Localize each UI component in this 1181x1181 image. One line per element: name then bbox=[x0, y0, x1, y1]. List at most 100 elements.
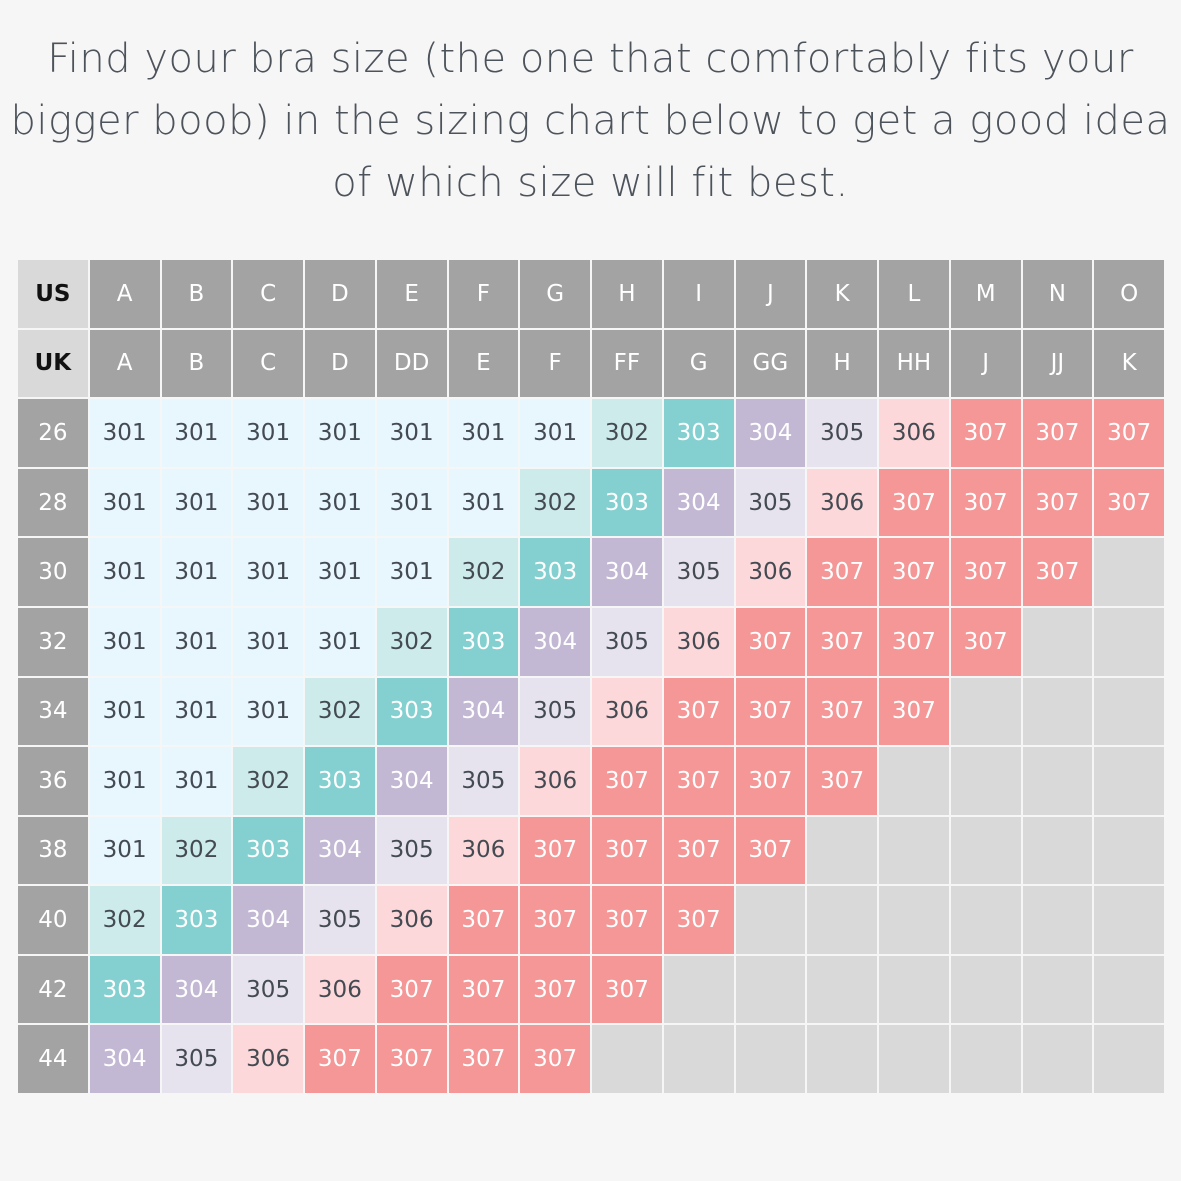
size-cell: 305 bbox=[663, 538, 734, 606]
size-cell: 307 bbox=[663, 816, 734, 885]
us-cup-header: L bbox=[879, 260, 949, 328]
size-cell: 307 bbox=[735, 607, 806, 676]
size-cell: 304 bbox=[448, 677, 519, 746]
size-cell: 303 bbox=[233, 816, 303, 885]
size-cell: 305 bbox=[807, 399, 877, 467]
size-cell: 307 bbox=[950, 399, 1021, 467]
size-cell: 304 bbox=[735, 399, 806, 467]
size-cell: 307 bbox=[879, 607, 949, 676]
empty-cell bbox=[879, 747, 949, 815]
size-cell: 307 bbox=[1022, 468, 1093, 537]
empty-cell bbox=[735, 955, 806, 1024]
uk-cup-header: FF bbox=[592, 329, 662, 398]
size-cell: 301 bbox=[233, 607, 303, 676]
empty-cell bbox=[807, 816, 877, 885]
size-cell: 304 bbox=[376, 747, 447, 815]
band-size-header: 34 bbox=[18, 677, 88, 746]
size-cell: 307 bbox=[592, 955, 662, 1024]
size-cell: 301 bbox=[233, 677, 303, 746]
size-cell: 307 bbox=[1022, 538, 1093, 606]
size-cell: 306 bbox=[879, 399, 949, 467]
band-size-header: 30 bbox=[18, 538, 88, 606]
size-cell: 307 bbox=[879, 538, 949, 606]
size-cell: 301 bbox=[161, 468, 232, 537]
uk-cup-header: HH bbox=[879, 329, 949, 398]
size-cell: 307 bbox=[807, 677, 877, 746]
size-cell: 303 bbox=[448, 607, 519, 676]
size-cell: 301 bbox=[233, 538, 303, 606]
band-size-header: 44 bbox=[18, 1025, 88, 1093]
empty-cell bbox=[807, 886, 877, 954]
size-cell: 305 bbox=[592, 607, 662, 676]
size-cell: 302 bbox=[233, 747, 303, 815]
empty-cell bbox=[1094, 1025, 1164, 1093]
size-cell: 301 bbox=[448, 399, 519, 467]
size-cell: 305 bbox=[161, 1025, 232, 1093]
size-cell: 301 bbox=[376, 468, 447, 537]
size-cell: 304 bbox=[305, 816, 375, 885]
uk-cup-header: F bbox=[520, 329, 590, 398]
empty-cell bbox=[1022, 1025, 1093, 1093]
size-cell: 302 bbox=[520, 468, 590, 537]
size-cell: 305 bbox=[233, 955, 303, 1024]
size-cell: 303 bbox=[89, 955, 160, 1024]
size-cell: 305 bbox=[448, 747, 519, 815]
size-cell: 302 bbox=[161, 816, 232, 885]
size-cell: 306 bbox=[305, 955, 375, 1024]
size-chart-table: US A B C D E F G H I J K L M N O UK A B C D DD E F FF G GG H HH J JJ K 2… bbox=[18, 260, 1164, 1093]
empty-cell bbox=[1094, 607, 1164, 676]
size-cell: 307 bbox=[520, 1025, 590, 1093]
us-cup-header: B bbox=[161, 260, 232, 328]
empty-cell bbox=[592, 1025, 662, 1093]
uk-cup-header: B bbox=[161, 329, 232, 398]
empty-cell bbox=[879, 816, 949, 885]
size-cell: 302 bbox=[592, 399, 662, 467]
size-cell: 307 bbox=[448, 955, 519, 1024]
band-size-header: 38 bbox=[18, 816, 88, 885]
size-cell: 307 bbox=[1094, 468, 1164, 537]
empty-cell bbox=[1022, 955, 1093, 1024]
size-cell: 301 bbox=[305, 399, 375, 467]
us-cup-header: H bbox=[592, 260, 662, 328]
us-cup-header: K bbox=[807, 260, 877, 328]
uk-cup-header: G bbox=[663, 329, 734, 398]
size-cell: 307 bbox=[376, 955, 447, 1024]
size-cell: 307 bbox=[735, 677, 806, 746]
size-cell: 301 bbox=[161, 399, 232, 467]
us-cup-header: M bbox=[950, 260, 1021, 328]
size-cell: 307 bbox=[520, 886, 590, 954]
uk-cup-header: GG bbox=[735, 329, 806, 398]
size-cell: 301 bbox=[161, 538, 232, 606]
band-size-header: 32 bbox=[18, 607, 88, 676]
size-cell: 301 bbox=[520, 399, 590, 467]
size-cell: 301 bbox=[305, 468, 375, 537]
size-cell: 302 bbox=[376, 607, 447, 676]
uk-cup-header: A bbox=[89, 329, 160, 398]
size-cell: 304 bbox=[161, 955, 232, 1024]
empty-cell bbox=[950, 747, 1021, 815]
band-size-header: 42 bbox=[18, 955, 88, 1024]
uk-cup-header: E bbox=[448, 329, 519, 398]
empty-cell bbox=[735, 1025, 806, 1093]
size-cell: 307 bbox=[1094, 399, 1164, 467]
size-cell: 307 bbox=[807, 747, 877, 815]
size-cell: 307 bbox=[807, 538, 877, 606]
empty-cell bbox=[879, 955, 949, 1024]
size-cell: 307 bbox=[592, 886, 662, 954]
empty-cell bbox=[1094, 747, 1164, 815]
band-size-header: 26 bbox=[18, 399, 88, 467]
empty-cell bbox=[1022, 886, 1093, 954]
us-cup-header: D bbox=[305, 260, 375, 328]
size-cell: 307 bbox=[663, 886, 734, 954]
size-cell: 306 bbox=[520, 747, 590, 815]
size-cell: 301 bbox=[89, 747, 160, 815]
row-header-label: US bbox=[18, 260, 88, 328]
size-cell: 301 bbox=[89, 468, 160, 537]
empty-cell bbox=[1022, 747, 1093, 815]
size-cell: 305 bbox=[520, 677, 590, 746]
empty-cell bbox=[1022, 607, 1093, 676]
size-cell: 301 bbox=[305, 538, 375, 606]
row-header-label: UK bbox=[18, 329, 88, 398]
size-cell: 302 bbox=[448, 538, 519, 606]
size-cell: 307 bbox=[592, 747, 662, 815]
